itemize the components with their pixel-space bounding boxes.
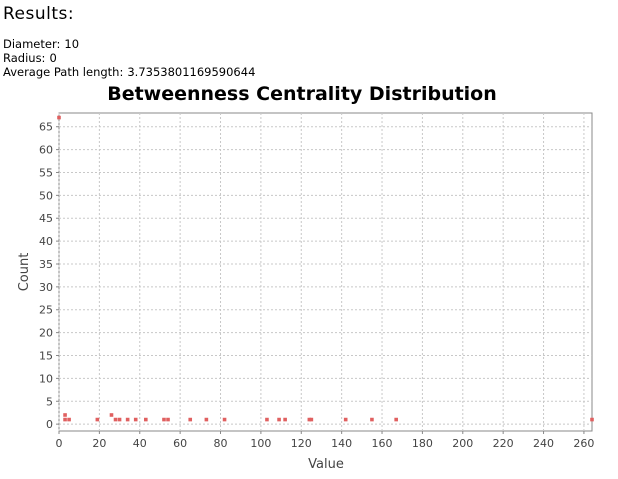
y-tick-label: 55 [39,166,53,179]
x-axis: 0 20 40 60 80 100 120 140 160 180 200 220 240 260 [56,431,594,450]
x-tick-label: 0 [56,437,63,450]
data-point [309,417,314,422]
y-tick-label: 30 [39,281,53,294]
y-tick-label: 20 [39,327,53,340]
y-tick-label: 65 [39,121,53,134]
x-tick-label: 20 [92,437,106,450]
data-point [283,417,287,422]
x-tick-label: 100 [250,437,271,450]
data-point [57,115,61,120]
data-point [265,417,269,422]
data-point [166,417,170,422]
diameter-value: 10 [64,37,80,51]
x-tick-label: 220 [493,437,514,450]
radius-metric: Radius: 0 [3,51,57,65]
x-tick-label: 140 [331,437,352,450]
y-axis: 0 5 10 15 20 25 30 35 40 45 50 55 60 65 [39,121,59,431]
x-tick-label: 160 [372,437,393,450]
y-tick-label: 45 [39,212,53,225]
diameter-metric: Diameter: 10 [3,37,79,51]
plot-area [58,112,593,432]
y-axis-label: Count [17,253,32,292]
radius-value: 0 [49,51,57,65]
data-point [277,417,281,422]
x-axis-label: Value [308,457,344,472]
data-point [394,417,398,422]
y-tick-label: 5 [46,395,53,408]
data-point [95,417,100,422]
data-point [67,417,71,422]
data-points [57,115,594,422]
data-point [125,417,130,422]
diameter-label: Diameter: [3,37,61,51]
data-point [144,417,148,422]
x-tick-label: 80 [214,437,228,450]
radius-label: Radius: [3,51,46,65]
data-point [109,413,114,417]
data-point [188,417,193,422]
data-point [113,417,118,422]
data-point [117,417,122,422]
data-point [162,417,166,422]
x-tick-label: 180 [412,437,433,450]
average-path-length-label: Average Path length: [3,65,124,79]
data-point [343,417,348,422]
y-tick-label: 50 [39,189,53,202]
x-tick-label: 260 [573,437,594,450]
y-tick-label: 60 [39,144,53,157]
y-tick-label: 15 [39,350,53,363]
average-path-length-metric: Average Path length: 3.7353801169590644 [3,65,255,79]
data-point [204,417,209,422]
y-tick-label: 10 [39,372,53,385]
y-tick-label: 35 [39,258,53,271]
chart-title: Betweenness Centrality Distribution [107,83,497,105]
data-point [63,417,67,422]
grid-lines [58,113,592,431]
average-path-length-value: 3.7353801169590644 [127,65,256,79]
data-point [63,413,67,417]
data-point [222,417,227,422]
x-tick-label: 120 [291,437,312,450]
y-tick-label: 25 [39,304,53,317]
y-tick-label: 0 [46,418,53,431]
data-point [590,417,594,422]
x-tick-label: 240 [533,437,554,450]
data-point [307,417,312,422]
results-heading: Results: [3,4,75,24]
x-tick-label: 200 [452,437,473,450]
data-point [133,417,138,422]
x-tick-label: 40 [133,437,147,450]
data-point [370,417,374,422]
x-tick-label: 60 [173,437,187,450]
y-tick-label: 40 [39,235,53,248]
